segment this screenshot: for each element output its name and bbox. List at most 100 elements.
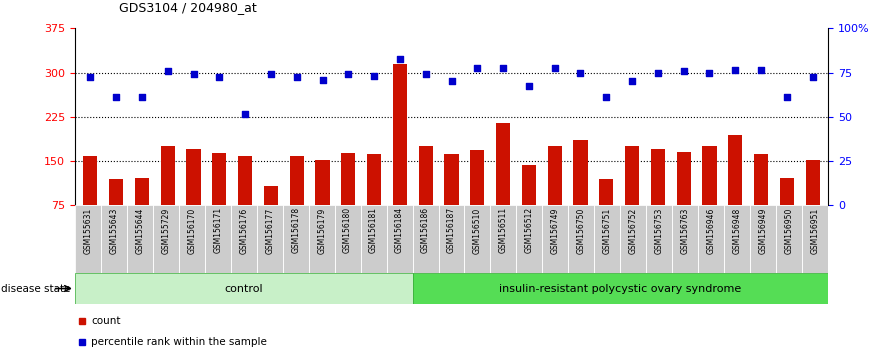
Bar — [212, 153, 226, 205]
Text: GSM156749: GSM156749 — [551, 207, 560, 254]
Bar — [599, 179, 613, 205]
Text: insulin-resistant polycystic ovary syndrome: insulin-resistant polycystic ovary syndr… — [500, 284, 742, 293]
Text: control: control — [225, 284, 263, 293]
Text: GSM156753: GSM156753 — [655, 207, 663, 254]
Point — [418, 71, 433, 76]
Bar — [335, 205, 360, 273]
Point — [444, 79, 458, 84]
Point — [702, 70, 716, 75]
Point — [548, 65, 562, 71]
Point — [84, 74, 98, 80]
Bar — [444, 154, 459, 205]
Bar — [179, 205, 204, 273]
Bar — [204, 205, 231, 273]
Text: GSM156948: GSM156948 — [733, 207, 742, 253]
Bar — [751, 205, 776, 273]
Point — [238, 111, 252, 117]
Bar — [651, 149, 665, 205]
Bar — [803, 205, 828, 273]
Text: GSM156179: GSM156179 — [317, 207, 326, 253]
Bar — [699, 205, 724, 273]
Bar — [625, 146, 640, 205]
Bar — [522, 165, 536, 205]
Bar — [308, 205, 335, 273]
Text: GSM156187: GSM156187 — [447, 207, 456, 253]
Text: GSM155631: GSM155631 — [84, 207, 93, 253]
Bar — [543, 205, 568, 273]
Bar — [127, 205, 152, 273]
Point — [290, 74, 304, 80]
Point — [780, 95, 794, 100]
Bar — [231, 205, 256, 273]
Point — [805, 74, 819, 80]
Point — [470, 65, 485, 71]
Point — [135, 95, 149, 100]
Text: GSM156763: GSM156763 — [681, 207, 690, 254]
Text: GSM156750: GSM156750 — [577, 207, 586, 254]
Bar — [418, 146, 433, 205]
Bar — [84, 156, 98, 205]
Point — [367, 73, 381, 78]
Text: GSM155644: GSM155644 — [136, 207, 144, 254]
Text: GSM156511: GSM156511 — [499, 207, 508, 253]
Text: GSM156951: GSM156951 — [811, 207, 819, 253]
Text: GSM156186: GSM156186 — [421, 207, 430, 253]
Text: GSM156751: GSM156751 — [603, 207, 612, 253]
Bar — [315, 160, 329, 205]
Text: GSM156949: GSM156949 — [759, 207, 767, 254]
Point — [393, 56, 407, 62]
Bar — [152, 205, 179, 273]
Text: disease state: disease state — [1, 284, 70, 293]
Bar — [135, 178, 149, 205]
Point — [625, 79, 639, 84]
Point — [160, 68, 174, 74]
Point — [315, 78, 329, 83]
Bar — [754, 154, 768, 205]
Bar — [729, 135, 743, 205]
Bar — [776, 205, 803, 273]
Point — [212, 74, 226, 80]
Point — [651, 70, 665, 75]
Bar — [724, 205, 751, 273]
Bar — [283, 205, 308, 273]
Bar — [160, 146, 174, 205]
Point — [264, 71, 278, 76]
Bar — [256, 205, 283, 273]
Bar — [290, 156, 304, 205]
Bar — [109, 179, 123, 205]
Text: percentile rank within the sample: percentile rank within the sample — [92, 337, 267, 347]
Point — [496, 65, 510, 71]
Bar — [387, 205, 412, 273]
Bar — [238, 156, 252, 205]
Text: GSM155643: GSM155643 — [109, 207, 118, 254]
Text: GSM156752: GSM156752 — [629, 207, 638, 253]
Bar — [620, 205, 647, 273]
Bar — [439, 205, 464, 273]
Bar — [574, 141, 588, 205]
Point — [522, 83, 536, 88]
Bar — [491, 205, 516, 273]
Text: GDS3104 / 204980_at: GDS3104 / 204980_at — [119, 1, 256, 14]
Bar — [263, 187, 278, 205]
Text: GSM156170: GSM156170 — [188, 207, 196, 253]
Bar — [470, 150, 485, 205]
Text: GSM156512: GSM156512 — [525, 207, 534, 253]
Bar — [464, 205, 491, 273]
Bar — [100, 205, 127, 273]
Bar — [672, 205, 699, 273]
Bar — [393, 64, 407, 205]
Bar — [341, 153, 355, 205]
Text: GSM156171: GSM156171 — [213, 207, 222, 253]
Bar — [367, 154, 381, 205]
Point — [677, 68, 691, 74]
Bar — [187, 149, 201, 205]
Bar — [75, 205, 100, 273]
Bar — [412, 273, 828, 304]
Text: GSM156176: GSM156176 — [240, 207, 248, 253]
Bar — [595, 205, 620, 273]
Bar — [360, 205, 387, 273]
Bar — [805, 160, 819, 205]
Text: GSM156180: GSM156180 — [343, 207, 352, 253]
Bar — [548, 146, 562, 205]
Text: GSM156181: GSM156181 — [369, 207, 378, 253]
